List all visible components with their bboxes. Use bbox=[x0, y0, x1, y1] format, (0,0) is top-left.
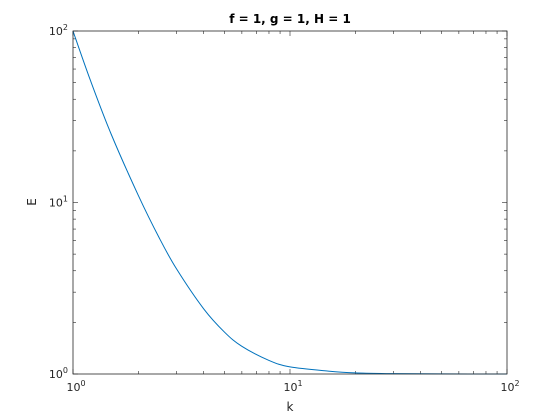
y-axis-label: E bbox=[25, 198, 39, 206]
y-tick-label: 101 bbox=[49, 195, 68, 210]
plot-background bbox=[73, 31, 507, 374]
y-tick-label: 102 bbox=[49, 23, 68, 38]
x-tick-label: 100 bbox=[66, 379, 85, 394]
series-line bbox=[72, 30, 508, 375]
y-tick-label: 100 bbox=[49, 366, 68, 381]
x-tick-label: 101 bbox=[283, 379, 302, 394]
chart-title: f = 1, g = 1, H = 1 bbox=[229, 12, 351, 26]
x-tick-label: 102 bbox=[500, 379, 519, 394]
tick-labels: 100 101 102 100 101 102 bbox=[49, 23, 520, 394]
x-axis-label: k bbox=[287, 400, 294, 414]
minor-ticks bbox=[73, 31, 507, 374]
plot-frame bbox=[72, 30, 508, 375]
